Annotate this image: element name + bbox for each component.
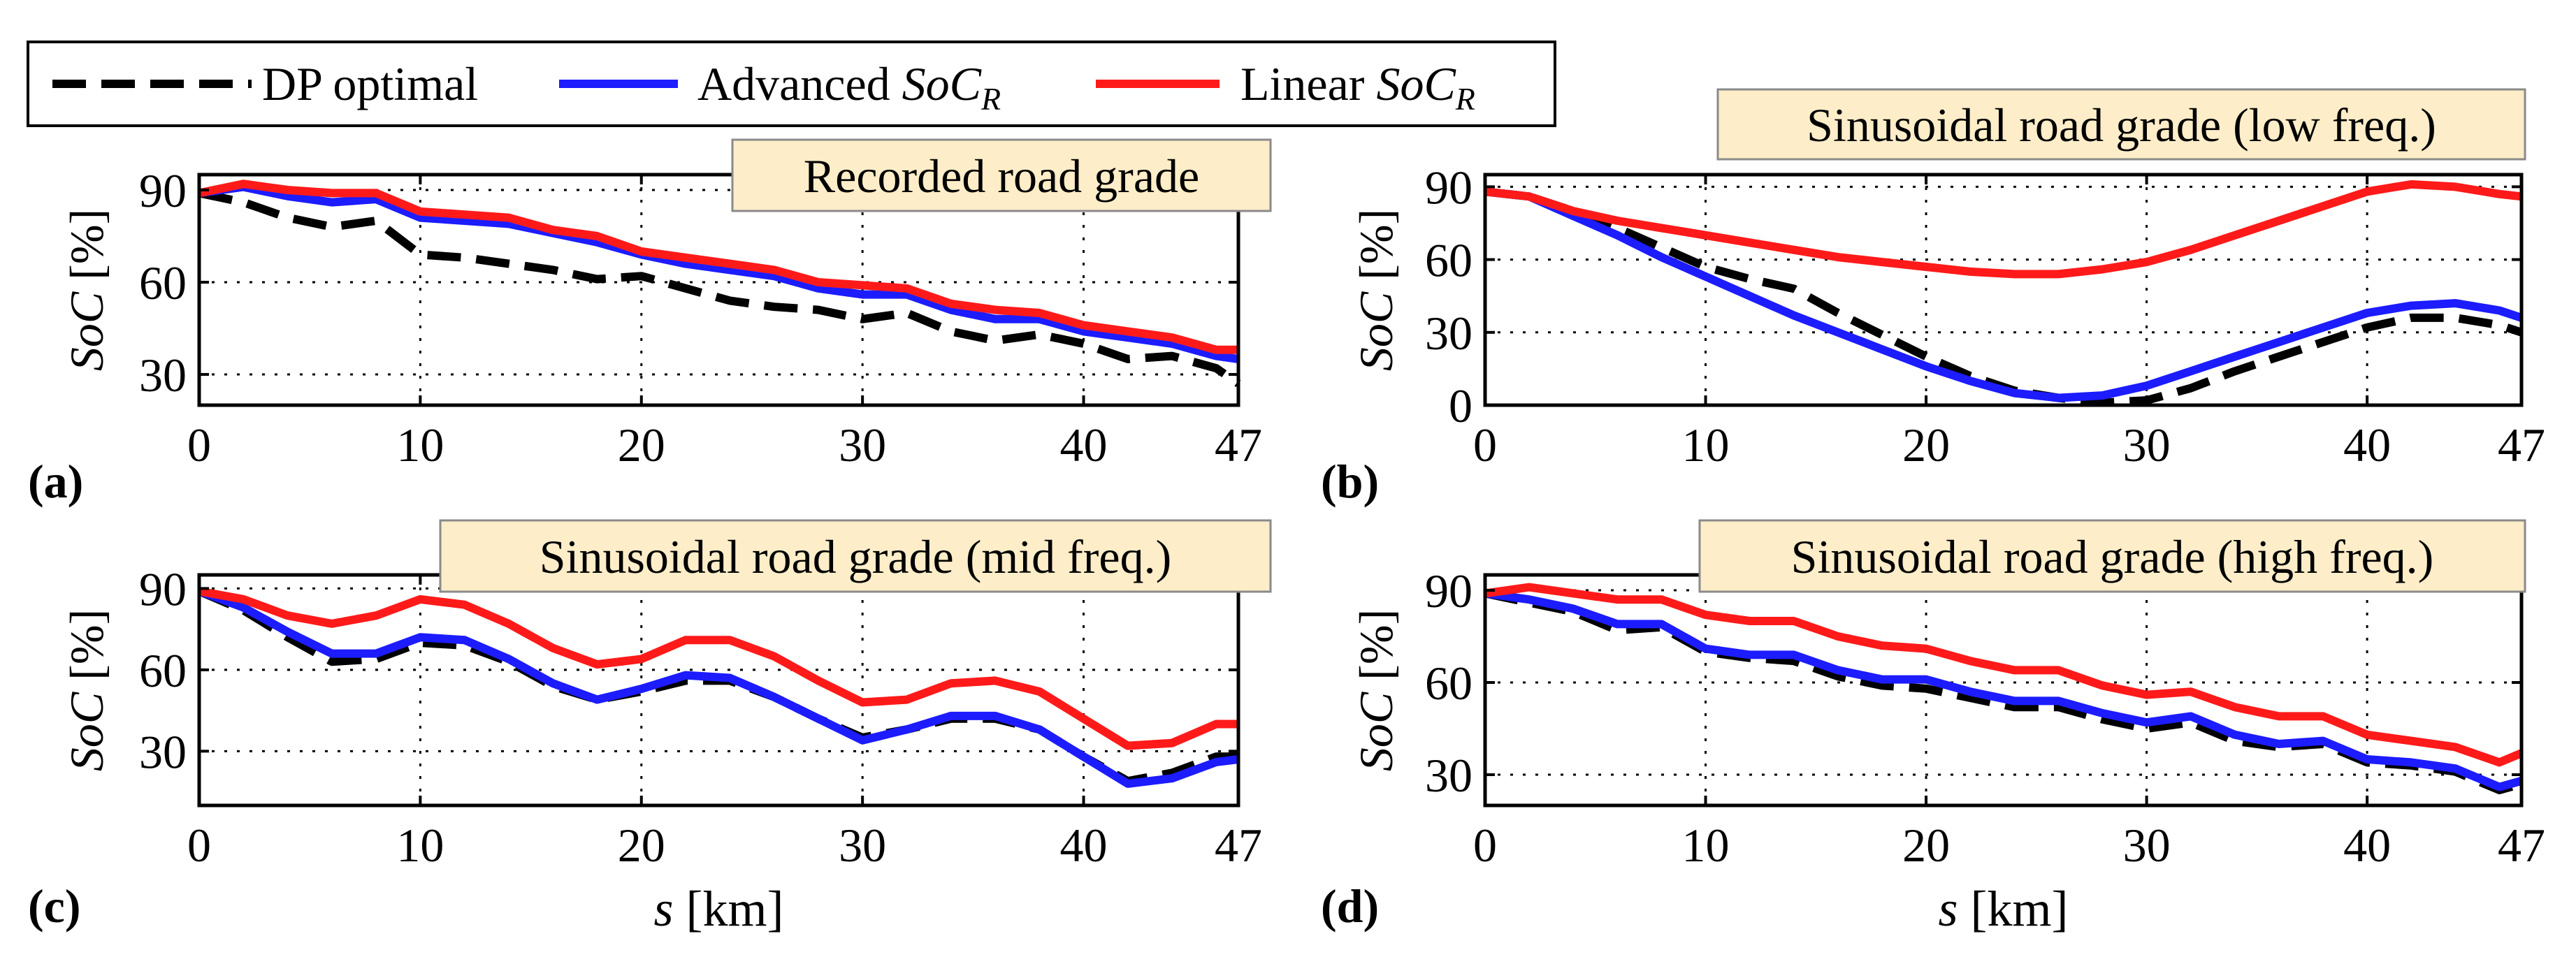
panel-title: Sinusoidal road grade (low freq.)	[1807, 98, 2436, 152]
plot-frame	[197, 173, 1240, 407]
series-line	[1484, 589, 2523, 791]
panel-title: Sinusoidal road grade (mid freq.)	[540, 530, 1172, 583]
series-line	[1484, 187, 2523, 402]
y-tick-label: 90	[1425, 564, 1472, 618]
x-axis-label: s [km]	[654, 881, 784, 937]
chart-panel: 0 10 20 30 40 47 30 60 90 SoC [%] s [km] Sinusoidal…	[28, 519, 1272, 937]
y-axis-label: SoC [%]	[60, 209, 113, 371]
panel-title: Sinusoidal road grade (high freq.)	[1791, 530, 2434, 583]
x-tick-label: 47	[1215, 819, 1262, 872]
x-tick-label: 47	[1215, 418, 1262, 472]
chart-panel: 0 10 20 30 40 47 30 60 90 SoC [%] s [km] Sinusoidal…	[1321, 519, 2545, 937]
series-line	[197, 587, 1239, 788]
x-tick-label: 0	[187, 819, 211, 872]
y-tick-label: 90	[139, 562, 187, 615]
legend-label: Advanced SoCR	[697, 57, 1001, 117]
panel-title-box	[439, 519, 1272, 593]
y-axis-label: SoC [%]	[1349, 209, 1403, 371]
plot-area	[1485, 575, 2521, 805]
y-tick-label: 60	[1425, 657, 1472, 710]
x-tick-label: 40	[1060, 819, 1108, 872]
legend-label: DP optimal	[262, 57, 478, 110]
y-tick-label: 30	[1425, 749, 1472, 802]
x-tick-label: 47	[2498, 418, 2545, 472]
x-tick-label: 10	[1682, 418, 1730, 472]
y-axis-label: SoC [%]	[60, 609, 113, 771]
x-tick-label: 20	[618, 418, 665, 472]
y-tick-label: 90	[1425, 161, 1472, 214]
x-tick-label: 0	[187, 418, 211, 472]
x-tick-label: 40	[2343, 819, 2391, 872]
plot-area	[1485, 175, 2521, 405]
legend: DP optimal Advanced SoCR Linear SoCR	[27, 41, 1556, 127]
x-tick-label: 30	[839, 819, 886, 872]
series-line	[198, 189, 1241, 388]
y-tick-label: 30	[139, 725, 187, 778]
x-tick-label: 0	[1473, 819, 1497, 872]
panel-title-box	[1698, 519, 2526, 593]
x-tick-label: 20	[618, 819, 665, 872]
plot-frame	[1483, 173, 2524, 407]
series-line	[198, 180, 1238, 354]
y-tick-label: 30	[1425, 307, 1472, 360]
panel-label: (a)	[28, 455, 83, 508]
panel-label: (b)	[1321, 455, 1379, 508]
panel-label: (c)	[28, 879, 80, 933]
x-tick-label: 30	[2123, 418, 2171, 472]
series-line	[1484, 583, 2524, 767]
x-tick-label: 0	[1473, 418, 1497, 472]
plot-area	[199, 175, 1238, 405]
legend-box	[27, 41, 1556, 127]
chart-panel: 0 10 20 30 40 47 30 60 90 SoC [%] Recorded road gr…	[28, 138, 1272, 508]
y-tick-label: 60	[139, 256, 187, 309]
panel-label: (d)	[1321, 879, 1379, 933]
x-tick-label: 40	[1060, 418, 1108, 472]
x-tick-label: 30	[2123, 819, 2171, 872]
series-line	[198, 182, 1239, 363]
panel-title-box	[1716, 88, 2526, 161]
x-tick-label: 20	[1902, 418, 1950, 472]
y-tick-label: 60	[139, 644, 187, 697]
panel-title: Recorded road grade	[804, 149, 1199, 203]
x-tick-label: 47	[2498, 819, 2545, 872]
panels: 0 10 20 30 40 47 30 60 90 SoC [%] Recorded road gr…	[28, 88, 2545, 937]
x-tick-label: 10	[396, 819, 444, 872]
x-tick-label: 10	[1682, 819, 1730, 872]
y-axis-label: SoC [%]	[1349, 609, 1403, 771]
y-tick-label: 0	[1449, 379, 1472, 432]
y-tick-label: 60	[1425, 234, 1472, 287]
x-axis-label: s [km]	[1939, 881, 2069, 937]
panel-title-box	[731, 138, 1272, 212]
chart-panel: 0 10 20 30 40 47 0 30 60 90 SoC [%] Sinusoidal road…	[1321, 88, 2545, 508]
legend-label: Linear SoCR	[1240, 57, 1475, 117]
x-tick-label: 20	[1902, 819, 1950, 872]
x-tick-label: 40	[2343, 418, 2391, 472]
y-tick-label: 30	[139, 349, 187, 402]
x-tick-label: 30	[839, 418, 886, 472]
x-tick-label: 10	[396, 418, 444, 472]
y-tick-label: 90	[139, 164, 187, 217]
series-line	[1484, 180, 2522, 279]
series-line	[198, 587, 1238, 750]
plot-area	[199, 575, 1238, 805]
